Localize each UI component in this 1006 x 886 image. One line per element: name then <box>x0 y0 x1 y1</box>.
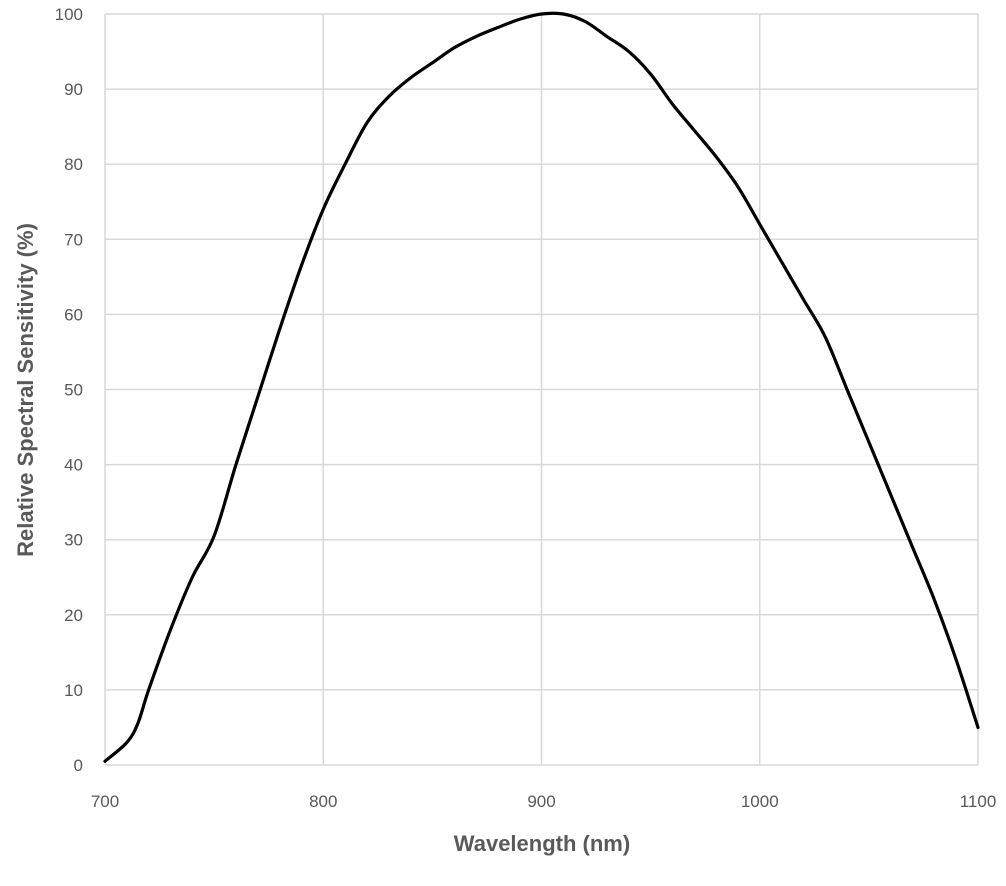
y-axis-title: Relative Spectral Sensitivity (%) <box>13 223 38 557</box>
x-axis-title: Wavelength (nm) <box>454 831 630 856</box>
y-tick-label: 80 <box>64 155 83 174</box>
sensitivity-curve <box>103 11 980 763</box>
y-tick-label: 90 <box>64 80 83 99</box>
series-group <box>103 11 980 763</box>
x-tick-label: 1000 <box>741 792 779 811</box>
y-tick-label: 50 <box>64 381 83 400</box>
y-tick-label: 0 <box>74 756 83 775</box>
y-tick-label: 40 <box>64 456 83 475</box>
x-axis-ticks: 700 800 900 1000 1100 <box>91 792 996 811</box>
y-tick-label: 20 <box>64 606 83 625</box>
y-axis-ticks: 0 10 20 30 40 50 60 70 80 90 100 <box>55 5 83 775</box>
x-tick-label: 1100 <box>960 792 997 811</box>
x-tick-label: 800 <box>309 792 337 811</box>
x-tick-label: 700 <box>91 792 119 811</box>
y-tick-label: 10 <box>64 681 83 700</box>
y-tick-label: 60 <box>64 305 83 324</box>
y-tick-label: 30 <box>64 531 83 550</box>
grid-lines <box>104 13 979 766</box>
y-tick-label: 100 <box>55 5 83 24</box>
x-tick-label: 900 <box>527 792 555 811</box>
y-tick-label: 70 <box>64 230 83 249</box>
